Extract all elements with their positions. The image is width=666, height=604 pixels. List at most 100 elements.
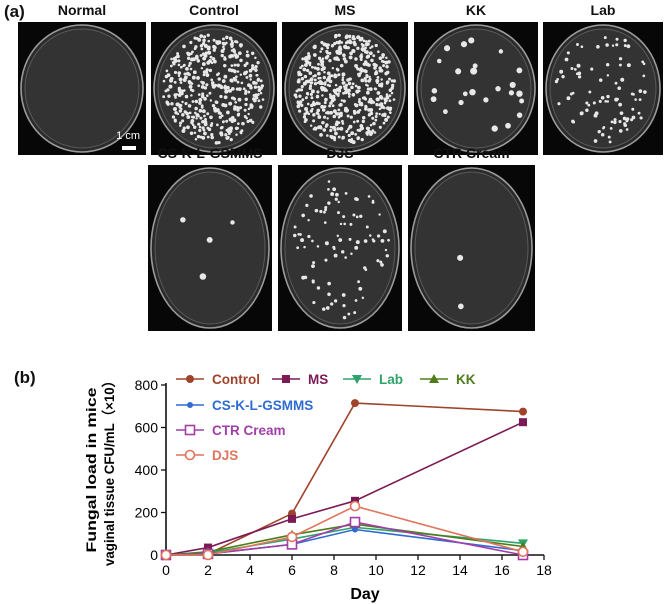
agar-surface [24, 28, 140, 149]
colony [201, 109, 206, 114]
colony [354, 299, 358, 302]
colony [206, 94, 209, 97]
colony [236, 70, 240, 73]
colony [605, 43, 609, 47]
colony [220, 53, 224, 58]
colony [598, 99, 602, 103]
data-point-cs-k-l-gsmms [352, 526, 358, 533]
y-axis-label-line2: vaginal tissue CFU/mL（×10） [101, 374, 117, 566]
colony [564, 57, 569, 62]
colony [204, 51, 209, 55]
colony [348, 55, 353, 60]
colony [358, 108, 362, 112]
colony [495, 86, 501, 92]
colony [576, 43, 579, 46]
data-point-control [162, 551, 170, 559]
colony [385, 56, 388, 60]
colony [356, 67, 360, 71]
colony [210, 122, 214, 125]
colony [312, 53, 317, 57]
colony [620, 77, 625, 82]
colony [375, 103, 379, 107]
colony [228, 54, 233, 59]
colony [306, 68, 310, 73]
colony [320, 85, 324, 90]
colony [642, 62, 646, 66]
colony [638, 98, 642, 102]
colony [585, 101, 589, 105]
colony [323, 101, 327, 105]
colony [324, 258, 328, 262]
colony [249, 84, 253, 88]
colony [623, 123, 628, 128]
colony [344, 41, 348, 45]
colony [312, 113, 316, 117]
colony [298, 94, 302, 98]
colony [468, 37, 475, 44]
colony [382, 229, 387, 234]
colony [443, 45, 451, 52]
colony [618, 63, 622, 67]
colony [350, 137, 354, 141]
colony [321, 120, 325, 125]
colony [561, 75, 565, 79]
colony [248, 118, 253, 123]
colony [367, 39, 371, 43]
colony [378, 213, 381, 216]
colony [296, 79, 301, 84]
colony [364, 46, 367, 50]
colony [380, 78, 383, 81]
colony [575, 72, 579, 76]
colony [323, 210, 326, 214]
colony [225, 119, 229, 123]
colony [381, 56, 385, 59]
colony [259, 105, 263, 109]
colony [239, 44, 243, 48]
colony [217, 77, 221, 81]
colony [234, 100, 238, 104]
data-point-kk [161, 550, 171, 559]
colony [336, 127, 340, 131]
colony [378, 94, 383, 99]
x-tick-label: 10 [368, 562, 384, 578]
colony [356, 35, 361, 40]
colony [230, 43, 234, 48]
colony [389, 106, 393, 110]
colony [349, 115, 353, 119]
data-point-ms [351, 496, 359, 505]
colony [344, 256, 347, 259]
colony [203, 122, 208, 127]
colony [198, 125, 202, 129]
plate-dish [284, 24, 406, 153]
colony [225, 128, 229, 132]
colony [333, 74, 338, 79]
colony [338, 103, 342, 107]
colony [325, 78, 330, 82]
colony [353, 311, 357, 315]
colony [334, 83, 338, 87]
plate-dish [280, 167, 400, 329]
colony [300, 85, 304, 89]
plate-title: DJS [326, 145, 354, 161]
colony [245, 53, 250, 58]
plate-dish [150, 167, 270, 329]
colony [631, 107, 635, 111]
petri-plate: CTR Cream [408, 145, 535, 331]
x-tick-label: 14 [452, 562, 468, 578]
colony [607, 135, 611, 139]
colony [306, 102, 310, 106]
colony [363, 239, 368, 243]
colony [166, 73, 171, 78]
legend-label: KK [456, 372, 476, 387]
colony [203, 97, 207, 101]
data-point-cs-k-l-gsmms [205, 550, 211, 557]
colony [320, 47, 324, 51]
colony [243, 72, 246, 76]
data-point-kk [287, 529, 297, 539]
colony [233, 69, 237, 74]
colony [341, 72, 346, 77]
colony [340, 41, 344, 44]
colony [358, 286, 363, 291]
colony [491, 125, 498, 132]
colony [301, 64, 304, 68]
